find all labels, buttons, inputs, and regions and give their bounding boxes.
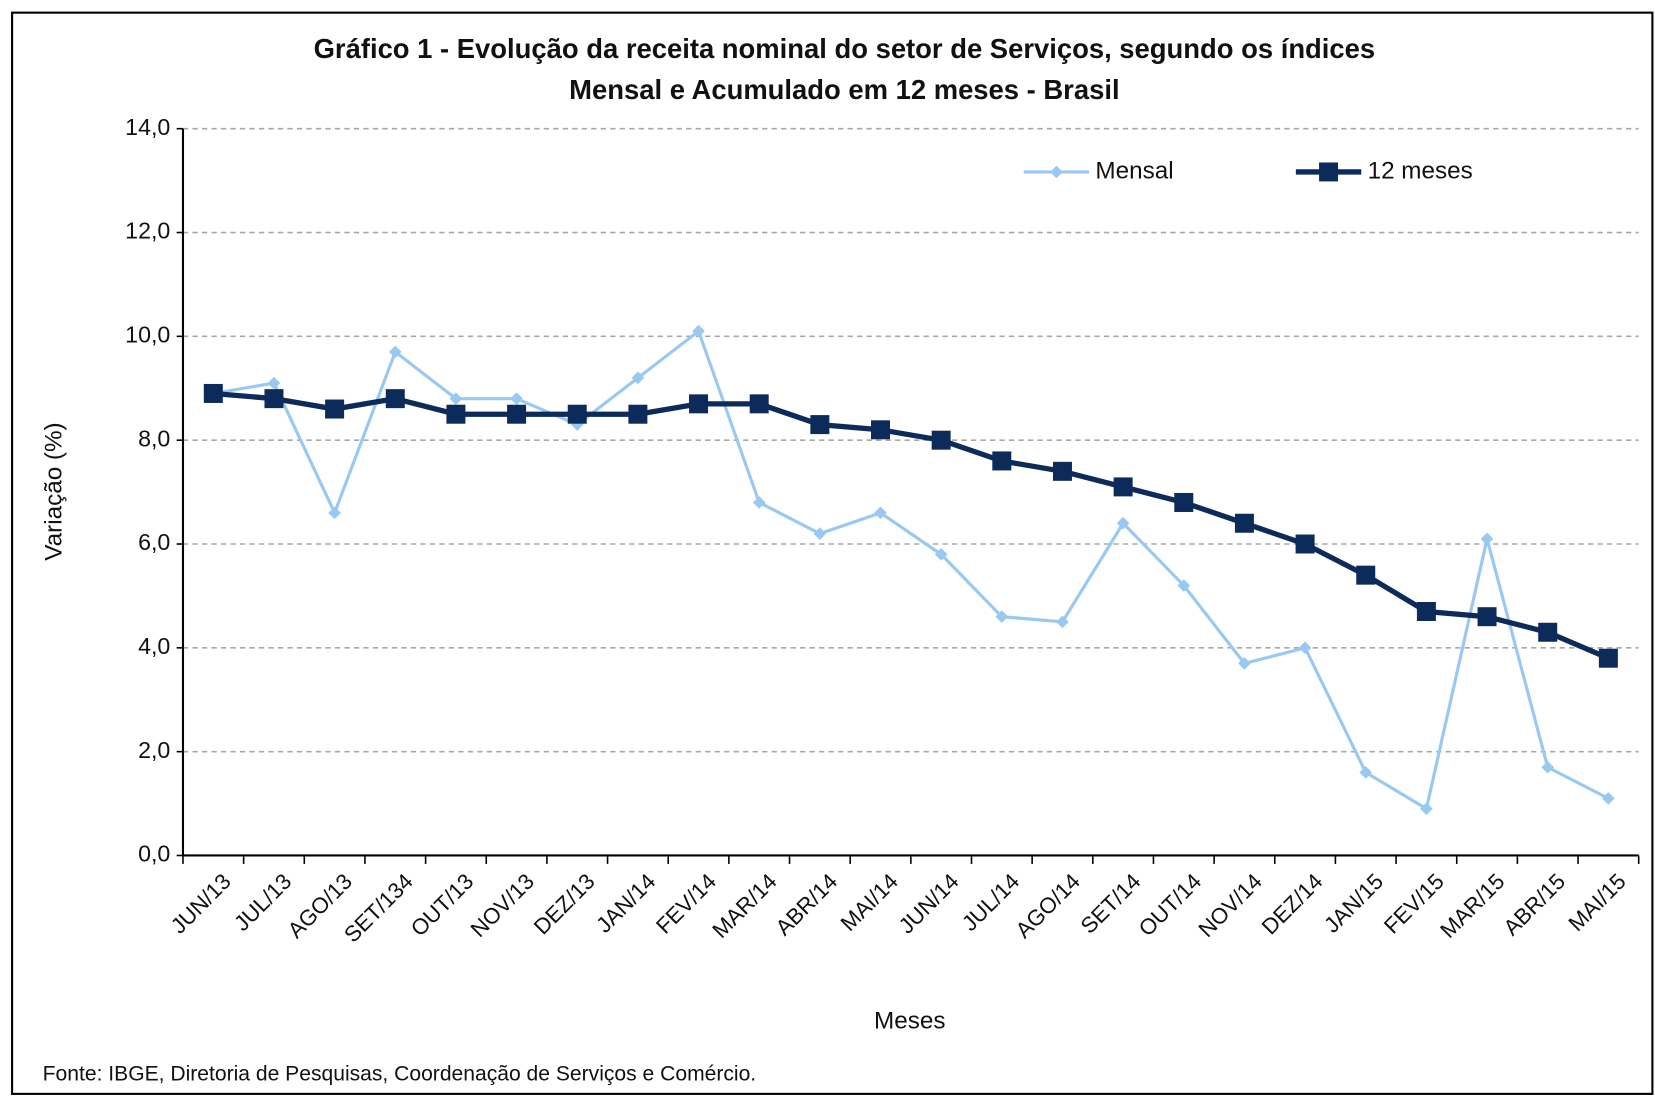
data-point [628, 404, 648, 424]
data-point [689, 394, 709, 414]
y-tick-label: 10,0 [125, 321, 170, 347]
data-point [1295, 534, 1315, 554]
data-point [385, 389, 405, 409]
source-note: Fonte: IBGE, Diretoria de Pesquisas, Coo… [43, 1062, 756, 1085]
data-point [874, 506, 887, 520]
y-tick-label: 12,0 [125, 218, 170, 244]
y-tick-label: 6,0 [138, 529, 170, 555]
data-point [1416, 602, 1436, 621]
data-point [1477, 607, 1497, 627]
chart-frame [11, 11, 1654, 1095]
series-line [213, 390, 1610, 661]
data-point [692, 324, 705, 338]
x-axis-label: Meses [874, 1008, 945, 1035]
data-point [1598, 648, 1618, 668]
data-point [1538, 622, 1558, 642]
data-point [449, 392, 463, 405]
data-point [446, 404, 466, 424]
data-point [931, 430, 951, 450]
y-tick-label: 4,0 [138, 633, 170, 659]
data-point [388, 345, 402, 359]
data-point [871, 420, 891, 440]
y-tick-label: 8,0 [138, 425, 170, 451]
data-point [1177, 579, 1191, 592]
chart-title: Mensal e Acumulado em 12 meses - Brasil [569, 74, 1119, 105]
data-point [267, 376, 281, 390]
data-point [810, 415, 830, 435]
legend-marker [1319, 162, 1339, 182]
y-tick-label: 14,0 [125, 114, 170, 140]
data-point [328, 506, 341, 520]
data-point [1113, 477, 1133, 497]
legend-label: Mensal [1095, 157, 1173, 184]
legend-label: 12 meses [1368, 157, 1473, 184]
data-point [1234, 513, 1254, 533]
y-tick-label: 0,0 [138, 841, 170, 867]
data-point [1541, 760, 1555, 774]
data-point [264, 389, 284, 409]
data-point [203, 383, 223, 403]
data-point [325, 399, 345, 419]
data-point [507, 404, 527, 424]
y-tick-label: 2,0 [138, 737, 170, 763]
data-point [1356, 565, 1376, 585]
data-point [749, 394, 769, 414]
y-axis-label: Variação (%) [41, 422, 68, 560]
data-point [567, 404, 587, 424]
data-point [1052, 461, 1072, 481]
data-point [813, 527, 827, 540]
data-point [1420, 802, 1433, 816]
series-line [213, 328, 1610, 812]
chart-title: Gráfico 1 - Evolução da receita nominal … [314, 33, 1376, 64]
data-point [1174, 492, 1194, 512]
data-point [992, 451, 1012, 471]
